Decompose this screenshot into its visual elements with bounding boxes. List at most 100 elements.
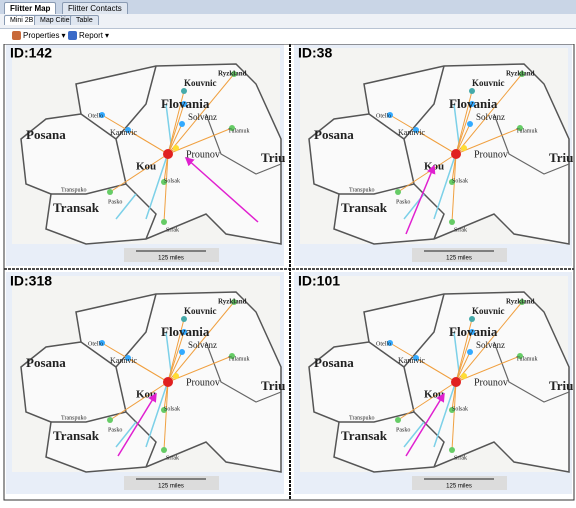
city-node [461, 145, 467, 151]
map-label: Tulamuk [516, 128, 537, 134]
map-label: Posana [26, 127, 66, 142]
map-label: Srrak [454, 227, 467, 233]
map-label: Prounov [474, 377, 508, 388]
panel-id: ID:101 [298, 273, 340, 289]
map-label: Prounov [186, 377, 220, 388]
link [455, 318, 473, 383]
city-node [229, 353, 235, 359]
selected-node [451, 377, 461, 387]
map-label: Transak [53, 200, 100, 215]
link [109, 381, 169, 421]
city-node [469, 329, 475, 335]
map-label: Kannvic [398, 356, 426, 365]
link [167, 318, 185, 383]
city-node [107, 417, 113, 423]
map-label: Otello [376, 113, 391, 119]
city-node [99, 340, 105, 346]
river [115, 331, 172, 448]
city-node [449, 219, 455, 225]
city-node [181, 101, 187, 107]
border [205, 341, 282, 403]
map-label: Solvenz [476, 112, 505, 122]
map-label: Ryzkland [506, 298, 535, 306]
city-node [181, 316, 187, 322]
tab[interactable]: Flitter Contacts [62, 2, 128, 14]
city-node [467, 349, 473, 355]
map-label: Ryzkland [218, 298, 247, 306]
city-node [469, 88, 475, 94]
city-node [179, 121, 185, 127]
link [167, 355, 233, 383]
city-node [467, 121, 473, 127]
map-label: Kouvnic [472, 78, 505, 88]
pointer-arrow [117, 392, 157, 457]
subtab-bar [0, 14, 576, 29]
city-node [461, 373, 467, 379]
tab-bar [0, 0, 576, 14]
map-label: Tulamuk [228, 128, 249, 134]
panel-id: ID:318 [10, 273, 52, 289]
map-label: Flovania [449, 324, 498, 339]
tab[interactable]: Flitter Map [4, 2, 57, 14]
pointer-arrow [405, 392, 445, 457]
pointer-arrow [184, 157, 259, 223]
map-label: Srrak [166, 455, 179, 461]
map-label: Solvenz [188, 340, 217, 350]
river [115, 103, 172, 220]
link [127, 357, 169, 383]
link [451, 153, 457, 223]
city-node [229, 125, 235, 131]
map-label: Kannvic [110, 356, 138, 365]
map-label: Kannvic [398, 128, 426, 137]
city-node [387, 340, 393, 346]
city-node [449, 447, 455, 453]
map-label: Transpuko [61, 187, 86, 193]
border [493, 341, 570, 403]
map-label: Srrak [166, 227, 179, 233]
city-node [517, 353, 523, 359]
panel-id: ID:38 [298, 45, 332, 61]
map-label: Triu [261, 150, 285, 165]
city-node [231, 299, 237, 305]
dropdown-arrow: ▾ [61, 31, 66, 40]
link [397, 381, 457, 421]
map-label: Kouvnic [472, 306, 505, 316]
city-node [125, 127, 131, 133]
city-node [395, 189, 401, 195]
city-node [181, 329, 187, 335]
map-label: Transpuko [349, 187, 374, 193]
map-label: Solsak [452, 406, 468, 412]
city-node [173, 373, 179, 379]
map-label: Otello [88, 113, 103, 119]
scale-label: 125 miles [158, 484, 184, 490]
map-label: Ryzkland [506, 70, 535, 78]
link [163, 381, 169, 451]
city-node [179, 349, 185, 355]
pointer-arrow [405, 164, 436, 235]
map-label: Pasko [108, 199, 122, 205]
map-label: Flovania [161, 96, 210, 111]
link [167, 127, 233, 155]
map-label: Pasko [396, 427, 410, 433]
city-node [519, 299, 525, 305]
city-node [231, 71, 237, 77]
map-label: Srrak [454, 455, 467, 461]
selected-node [163, 377, 173, 387]
city-node [161, 447, 167, 453]
subtab[interactable]: Table [70, 15, 99, 25]
map-label: Triu [549, 378, 573, 393]
toolbar-button[interactable]: Report ▾ [68, 31, 109, 40]
city-node [413, 355, 419, 361]
map-label: Otello [376, 341, 391, 347]
city-node [469, 316, 475, 322]
link [455, 123, 471, 155]
city-node [469, 101, 475, 107]
dropdown-arrow: ▾ [105, 31, 110, 40]
link [167, 331, 185, 383]
toolbar-button[interactable]: Properties ▾ [12, 31, 65, 40]
map-label: Flovania [449, 96, 498, 111]
city-node [387, 112, 393, 118]
map-label: Triu [261, 378, 285, 393]
